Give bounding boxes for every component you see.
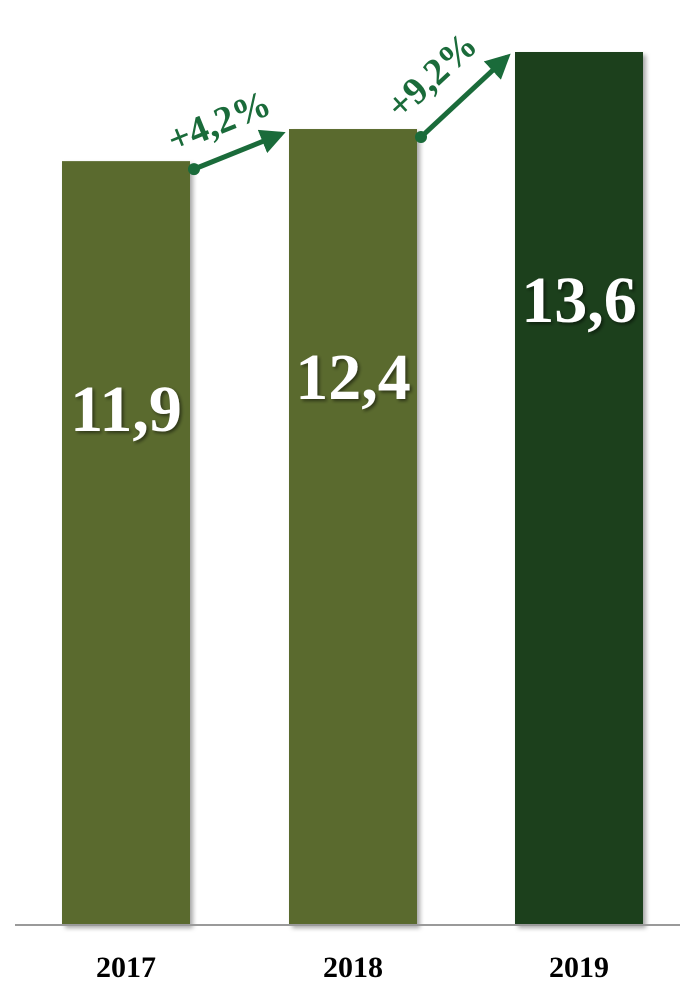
growth-arrow	[419, 53, 511, 139]
bar-value-label-2017: 11,9	[70, 373, 182, 446]
x-tick-label-2017: 2017	[96, 951, 156, 984]
growth-arrow	[193, 129, 286, 172]
bar-value-label-2018: 12,4	[295, 341, 411, 414]
growth-label: +9,2%	[379, 24, 486, 128]
bar-2018	[289, 129, 417, 925]
growth-label: +4,2%	[162, 82, 277, 161]
bars-layer	[62, 52, 643, 925]
x-tick-label-2019: 2019	[549, 951, 609, 984]
bar-2017	[62, 161, 190, 925]
labels-layer: 11,9 2017 12,4 2018 13,6 2019	[70, 264, 637, 984]
bar-2019	[515, 52, 643, 925]
x-tick-label-2018: 2018	[323, 951, 383, 984]
bar-value-label-2019: 13,6	[521, 264, 637, 337]
